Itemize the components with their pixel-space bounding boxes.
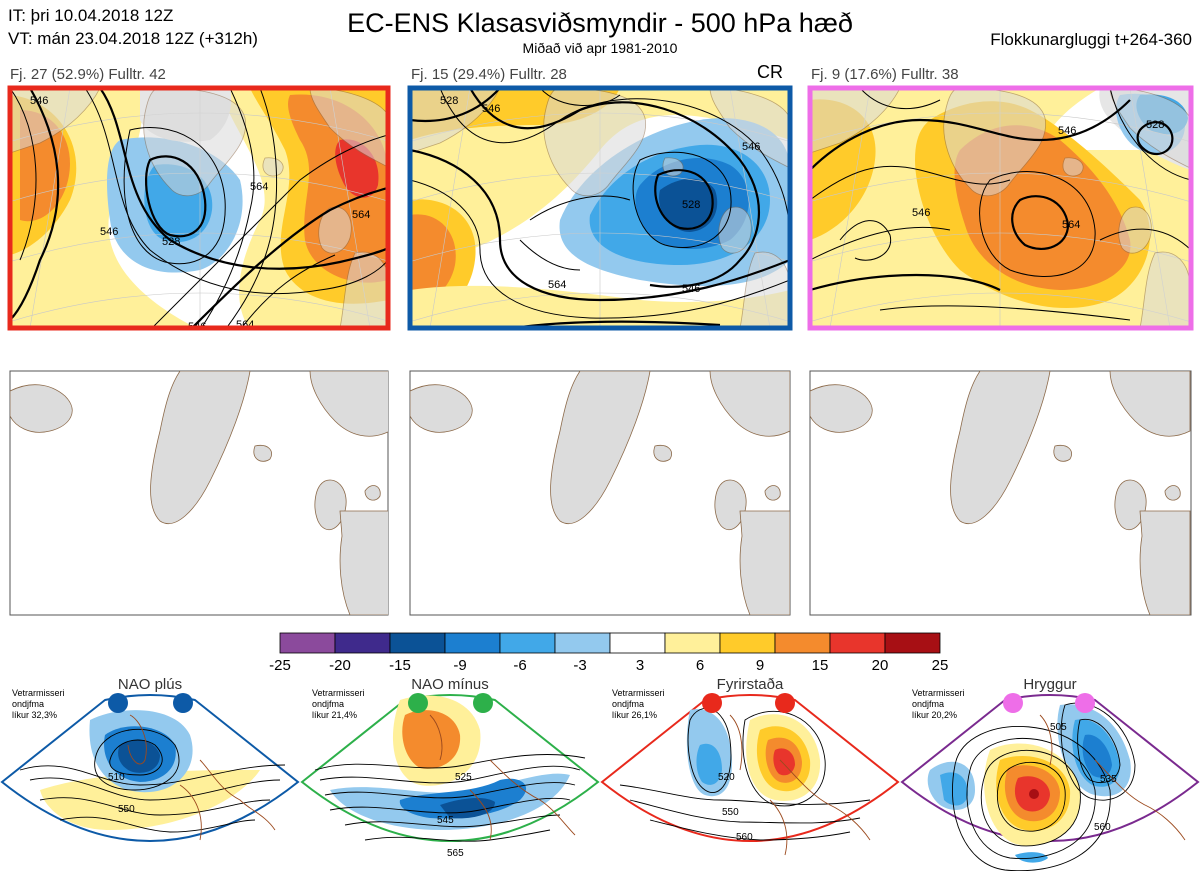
svg-text:560: 560 [736,832,753,843]
regime-1-caption: Vetrarmisseri ondjfma líkur 32,3% [12,688,65,720]
svg-text:560: 560 [1094,822,1111,833]
svg-text:546: 546 [742,141,760,153]
colorbar-swatch [884,632,941,654]
svg-text:510: 510 [108,772,125,783]
regime-ridge: 505 535 560 [900,694,1200,871]
regime-1-title: NAO plús [117,676,183,693]
initial-time: IT: þri 10.04.2018 12Z [8,6,174,25]
regime-4-title: Hryggur [1023,676,1077,693]
cluster-2-map: 528 546 528 546 564 546 [410,88,790,328]
svg-text:546: 546 [1058,125,1076,137]
svg-text:550: 550 [722,807,739,818]
svg-text:528: 528 [440,95,458,107]
colorbar-tick-label: -20 [329,657,351,674]
header-info: IT: þri 10.04.2018 12Z VT: mán 23.04.201… [8,4,258,50]
svg-text:564: 564 [352,209,370,221]
colorbar-tick-label: -15 [389,657,411,674]
svg-text:505: 505 [1050,722,1067,733]
valid-time: VT: mán 23.04.2018 12Z (+312h) [8,29,258,48]
colorbar-tick-label: -25 [269,657,291,674]
cluster-1-contour-labels: 546 528 546 564 564 546 564 [30,95,370,333]
colorbar-tick-label: -6 [513,657,526,674]
svg-text:565: 565 [447,848,464,859]
cluster-2-contour-labels: 528 546 528 546 564 546 [440,95,760,295]
regime-3-caption: Vetrarmisseri ondjfma líkur 26,1% [612,688,665,720]
page-title: EC-ENS Klasasviðsmyndir - 500 hPa hæð [347,8,853,38]
svg-text:546: 546 [30,95,48,107]
cluster-3-contour-labels: 546 528 546 564 [912,119,1164,231]
svg-text:564: 564 [236,319,254,331]
svg-text:564: 564 [548,279,566,291]
colorbar-tick-label: 3 [636,657,644,674]
colorbar-swatch [444,632,501,654]
regime-4-caption: Vetrarmisseri ondjfma líkur 20,2% [912,688,965,720]
regime-3-title: Fyrirstaða [716,676,784,693]
svg-text:546: 546 [682,283,700,295]
colorbar-swatch [279,632,336,654]
svg-text:545: 545 [437,815,454,826]
colorbar-swatch [554,632,611,654]
colorbar-swatch [774,632,831,654]
svg-text:546: 546 [100,226,118,238]
colorbar-tick-label: -9 [453,657,466,674]
cluster-2-border [407,85,793,331]
regime-2-caption: Vetrarmisseri ondjfma líkur 21,4% [312,688,365,720]
colorbar-swatch [829,632,886,654]
svg-text:528: 528 [162,236,180,248]
svg-text:535: 535 [1100,774,1117,785]
svg-text:564: 564 [250,181,268,193]
colorbar-swatch [719,632,776,654]
cluster-3-border [807,85,1194,331]
classification-window: Flokkunargluggi t+264-360 [990,30,1192,49]
colorbar-tick-label: 15 [812,657,829,674]
regime-nao-plus: 510 550 [0,694,300,842]
svg-text:520: 520 [718,772,735,783]
colorbar-swatch [499,632,556,654]
cluster-1-border [7,85,391,331]
svg-text:546: 546 [188,321,206,333]
colorbar-tick-label: 9 [756,657,764,674]
page-subtitle: Miðað við apr 1981-2010 [522,40,678,56]
svg-text:528: 528 [682,199,700,211]
regime-blocking: 520 550 560 [600,694,900,856]
regime-2-title: NAO mínus [411,676,489,693]
colorbar-tick-label: 25 [932,657,949,674]
colorbar-swatch [334,632,391,654]
cluster-1-map: 546 528 546 564 564 546 564 [10,88,388,333]
colorbar-tick-label: 20 [872,657,889,674]
cluster-2-label: Fj. 15 (29.4%) Fulltr. 28 [411,66,567,83]
svg-text:564: 564 [1062,219,1080,231]
svg-text:550: 550 [118,804,135,815]
cluster-2-tag: CR [757,62,783,82]
colorbar-tick-label: -3 [573,657,586,674]
colorbar-swatch [389,632,446,654]
svg-text:525: 525 [455,772,472,783]
colorbar: -25 -20 -15 -9 -6 -3 3 6 9 15 20 25 [269,632,949,674]
cluster-1-label: Fj. 27 (52.9%) Fulltr. 42 [10,66,166,83]
svg-text:528: 528 [1146,119,1164,131]
colorbar-swatch [664,632,721,654]
colorbar-tick-label: 6 [696,657,704,674]
cluster-3-label: Fj. 9 (17.6%) Fulltr. 38 [811,66,959,83]
colorbar-swatch [609,632,666,654]
svg-text:546: 546 [912,207,930,219]
regime-nao-minus: 525 545 565 [300,694,600,859]
cluster-3-map: 546 528 546 564 [810,88,1191,328]
svg-text:546: 546 [482,103,500,115]
